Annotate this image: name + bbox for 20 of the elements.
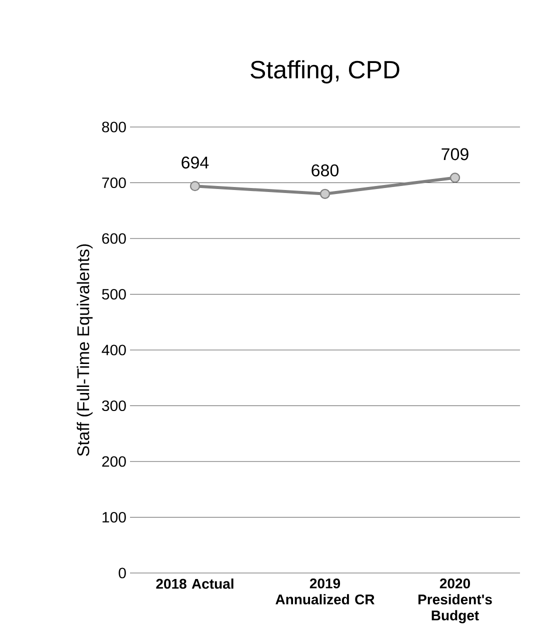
point bbox=[190, 181, 200, 192]
point bbox=[320, 188, 330, 199]
x-tick-label: 2018 Actual bbox=[156, 578, 234, 589]
point bbox=[450, 172, 460, 183]
y-tick-label: 400 bbox=[102, 344, 126, 356]
chart-title: Staffing, CPD bbox=[250, 60, 400, 84]
y-tick-label: 700 bbox=[102, 177, 126, 188]
y-tick-label: 800 bbox=[102, 122, 126, 132]
x-tick-label: 2019 Annualized CR bbox=[276, 578, 374, 604]
y-tick-label: 200 bbox=[102, 456, 126, 467]
y-tick-label: 300 bbox=[102, 400, 126, 412]
y-tick-label: 0 bbox=[118, 568, 126, 578]
y-tick-label: 600 bbox=[102, 233, 126, 244]
data-label: 694 bbox=[182, 156, 209, 169]
y-tick-label: 500 bbox=[102, 288, 126, 300]
y-tick-label: 100 bbox=[102, 512, 126, 523]
y-axis-title: Staff (Full-Time Equivalents) bbox=[76, 244, 93, 456]
data-label: 680 bbox=[312, 164, 339, 176]
data-label: 709 bbox=[442, 148, 468, 160]
x-tick-label: 2020 President's Budget bbox=[418, 578, 492, 624]
